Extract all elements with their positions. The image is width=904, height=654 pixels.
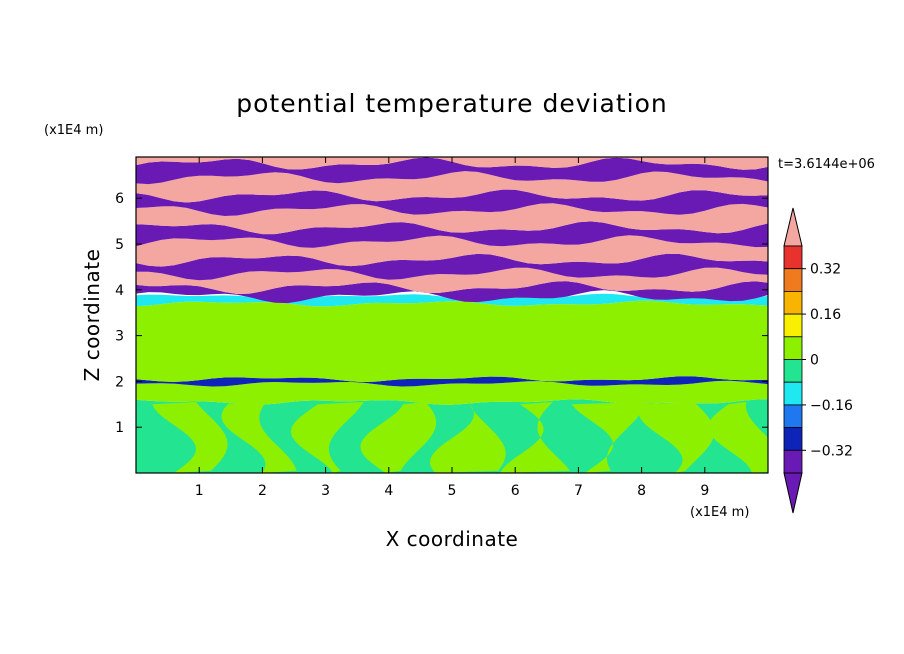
y-axis: 1 2 3 4 5 6 [115, 191, 768, 436]
colorbar-under-arrow [783, 472, 803, 514]
x-axis-label: X coordinate [386, 527, 519, 551]
contour-band [136, 253, 768, 281]
y-tick-label: 6 [115, 191, 124, 207]
x-tick-label: 8 [637, 483, 646, 499]
y-tick-label: 1 [115, 420, 124, 436]
convective-plume [430, 402, 506, 473]
x-tick-label: 3 [321, 483, 330, 499]
colorbar-tick-label: −0.32 [810, 443, 853, 459]
colorbar-tick-label: −0.16 [810, 398, 853, 414]
colorbar-swatch [783, 313, 803, 338]
convective-plume [571, 402, 645, 473]
colorbar-swatch [783, 427, 803, 451]
y-tick-label: 2 [115, 374, 124, 390]
colorbar-tick-label: 0.32 [810, 262, 841, 278]
contour-band [136, 221, 768, 248]
contour-band [136, 380, 768, 405]
contour-band [136, 281, 768, 304]
y-tick-label: 4 [115, 283, 124, 299]
convective-plume [360, 402, 437, 473]
convective-plume [638, 402, 715, 473]
x-unit-label: (x1E4 m) [690, 505, 749, 520]
colorbar-swatch [783, 404, 803, 428]
contour-band [136, 157, 768, 170]
contour-band [136, 203, 768, 235]
colorbar: 0.32 0.16 0 −0.16 −0.32 [783, 207, 853, 514]
y-tick-label: 3 [115, 329, 124, 345]
x-tick-label: 6 [511, 483, 520, 499]
time-label: t=3.6144e+06 [778, 157, 875, 172]
contour-band [136, 300, 768, 382]
colorbar-swatch [783, 336, 803, 360]
x-tick-label: 5 [448, 483, 457, 499]
convective-plume [152, 402, 228, 473]
colorbar-swatch [783, 268, 803, 292]
x-tick-label: 2 [258, 483, 267, 499]
contour-band [136, 157, 768, 185]
contour-field [136, 157, 768, 473]
y-axis-label: Z coordinate [80, 249, 104, 382]
x-tick-label: 7 [574, 483, 583, 499]
chart-title: potential temperature deviation [236, 89, 667, 118]
convective-plume [290, 402, 364, 473]
colorbar-tick-label: 0.16 [810, 307, 841, 323]
y-tick-label: 5 [115, 237, 124, 253]
colorbar-swatch [783, 381, 803, 406]
contour-band [136, 376, 768, 387]
contour-band [136, 171, 768, 203]
x-tick-label: 4 [384, 483, 393, 499]
contour-band [136, 293, 768, 307]
colorbar-over-arrow [783, 207, 803, 247]
y-unit-label: (x1E4 m) [44, 123, 103, 138]
colorbar-swatch [783, 449, 803, 474]
x-axis: 1 2 3 4 5 6 7 8 9 [195, 157, 709, 499]
convective-plume [708, 402, 768, 473]
convective-plume [500, 402, 570, 473]
contour-band [136, 267, 768, 294]
colorbar-swatch [783, 359, 803, 383]
contour-band [136, 235, 768, 267]
convective-plume [221, 402, 297, 473]
contour-band [136, 189, 768, 216]
x-tick-label: 9 [700, 483, 709, 499]
colorbar-swatch [783, 290, 803, 315]
x-tick-label: 1 [195, 483, 204, 499]
colorbar-tick-label: 0 [810, 353, 819, 369]
colorbar-swatch [783, 245, 803, 270]
